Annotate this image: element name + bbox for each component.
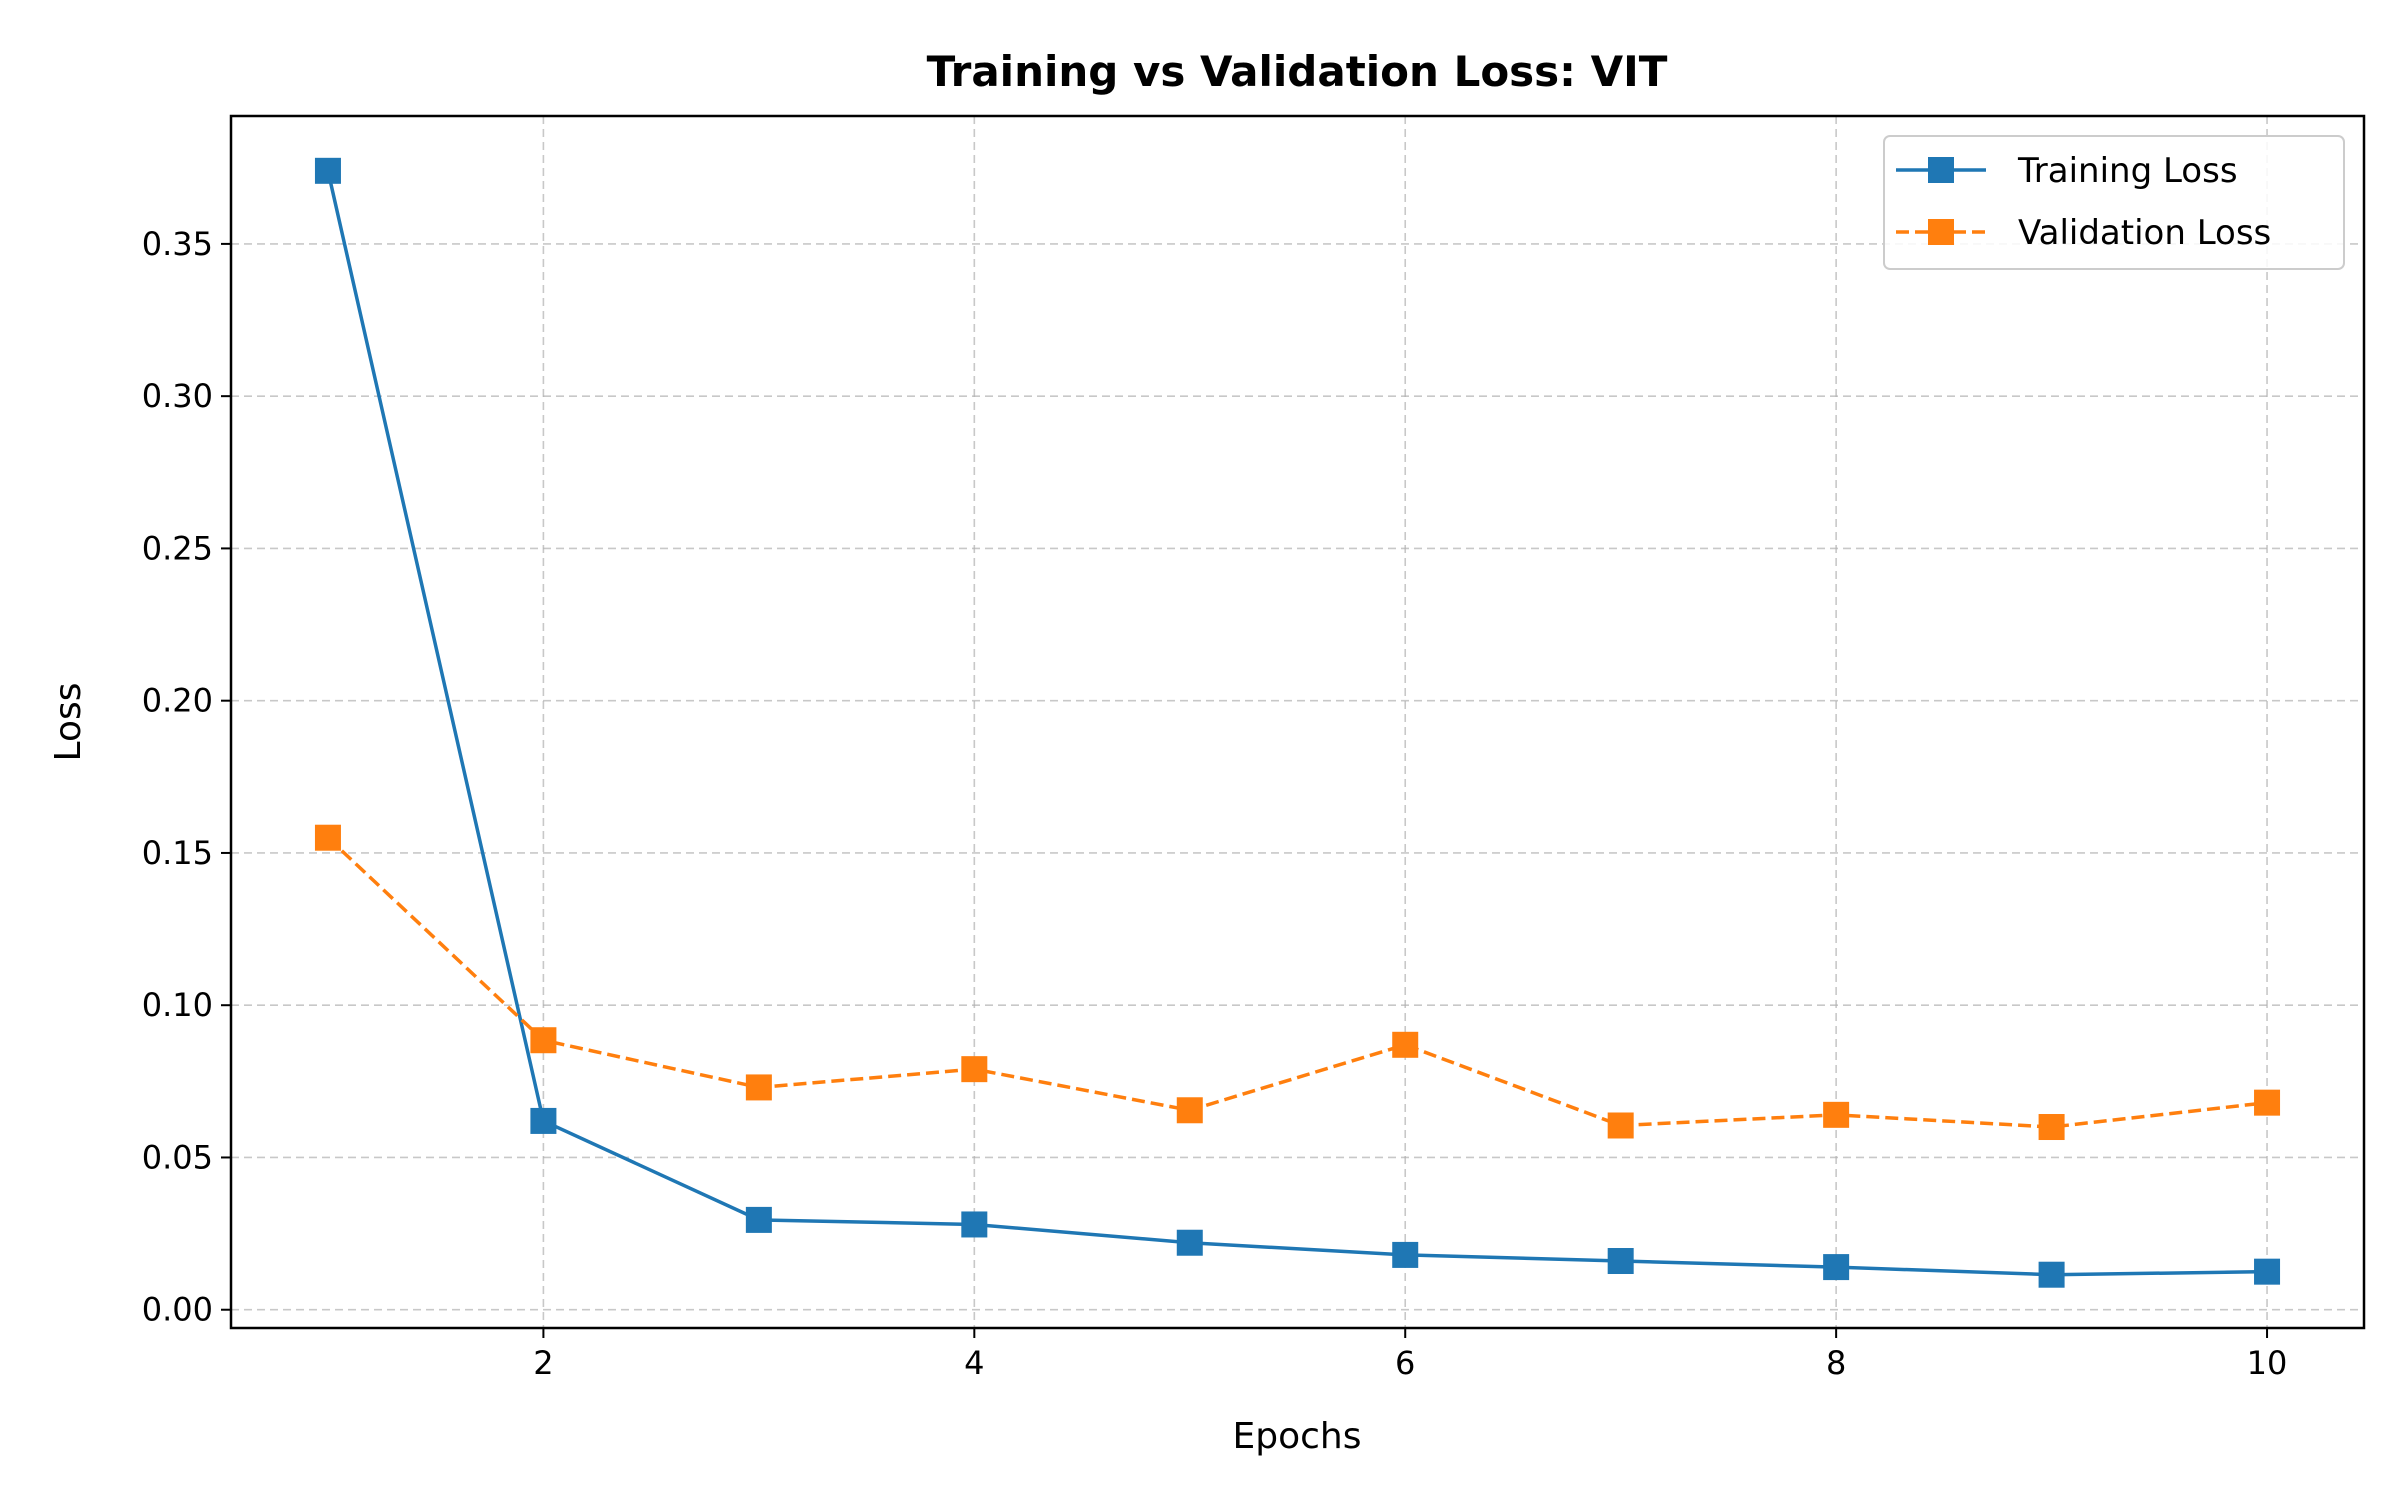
grid xyxy=(231,116,2364,1328)
data-point-training-loss xyxy=(1607,1248,1634,1275)
legend-marker-training xyxy=(1928,157,1954,183)
data-point-training-loss xyxy=(314,157,341,184)
series-layer xyxy=(314,157,2281,1288)
y-tick-label: 0.20 xyxy=(142,682,213,720)
data-point-training-loss xyxy=(2038,1261,2065,1288)
series-line-validation-loss xyxy=(326,836,2268,1129)
x-tick-label: 8 xyxy=(1826,1344,1846,1382)
data-point-validation-loss xyxy=(1392,1031,1419,1058)
series-training-loss xyxy=(314,157,2281,1288)
data-point-validation-loss xyxy=(2038,1114,2065,1141)
series-validation-loss xyxy=(314,824,2281,1141)
legend-box xyxy=(1883,135,2345,270)
data-point-validation-loss xyxy=(1823,1101,1850,1128)
y-tick-label: 0.15 xyxy=(142,834,213,872)
ticks: 2 4 6 8 10 0.00 0.05 0.10 0.15 0.20 0.25 0.30 0.35 xyxy=(142,225,2288,1382)
x-tick-label: 10 xyxy=(2247,1344,2288,1382)
legend-marker-validation xyxy=(1928,219,1954,245)
data-point-training-loss xyxy=(745,1206,772,1233)
y-tick-label: 0.35 xyxy=(142,225,213,263)
legend: Training Loss Validation Loss xyxy=(1883,135,2345,270)
x-tick-label: 4 xyxy=(964,1344,984,1382)
chart-title: Training vs Validation Loss: VIT xyxy=(927,47,1668,96)
y-tick-label: 0.30 xyxy=(142,377,213,415)
data-point-training-loss xyxy=(530,1107,557,1134)
data-point-training-loss xyxy=(1823,1254,1850,1281)
data-point-validation-loss xyxy=(530,1027,557,1054)
y-tick-label: 0.25 xyxy=(142,529,213,567)
x-tick-label: 2 xyxy=(533,1344,553,1382)
data-point-validation-loss xyxy=(745,1074,772,1101)
legend-label-training: Training Loss xyxy=(2017,151,2238,191)
y-tick-label: 0.00 xyxy=(142,1291,213,1329)
x-axis-label: Epochs xyxy=(1233,1416,1362,1457)
y-tick-label: 0.10 xyxy=(142,986,213,1024)
data-point-validation-loss xyxy=(314,824,341,851)
data-point-validation-loss xyxy=(2254,1089,2281,1116)
data-point-validation-loss xyxy=(1607,1112,1634,1139)
y-tick-label: 0.05 xyxy=(142,1138,213,1176)
data-point-training-loss xyxy=(2254,1258,2281,1285)
x-tick-label: 6 xyxy=(1395,1344,1415,1382)
data-point-validation-loss xyxy=(1176,1097,1203,1124)
data-point-training-loss xyxy=(1176,1229,1203,1256)
plot-frame xyxy=(229,114,2366,1330)
series-line-training-loss xyxy=(326,170,2268,1277)
data-point-validation-loss xyxy=(961,1056,988,1083)
data-point-training-loss xyxy=(961,1211,988,1238)
legend-label-validation: Validation Loss xyxy=(2018,213,2271,253)
y-axis-label: Loss xyxy=(48,683,89,762)
data-point-training-loss xyxy=(1392,1241,1419,1268)
